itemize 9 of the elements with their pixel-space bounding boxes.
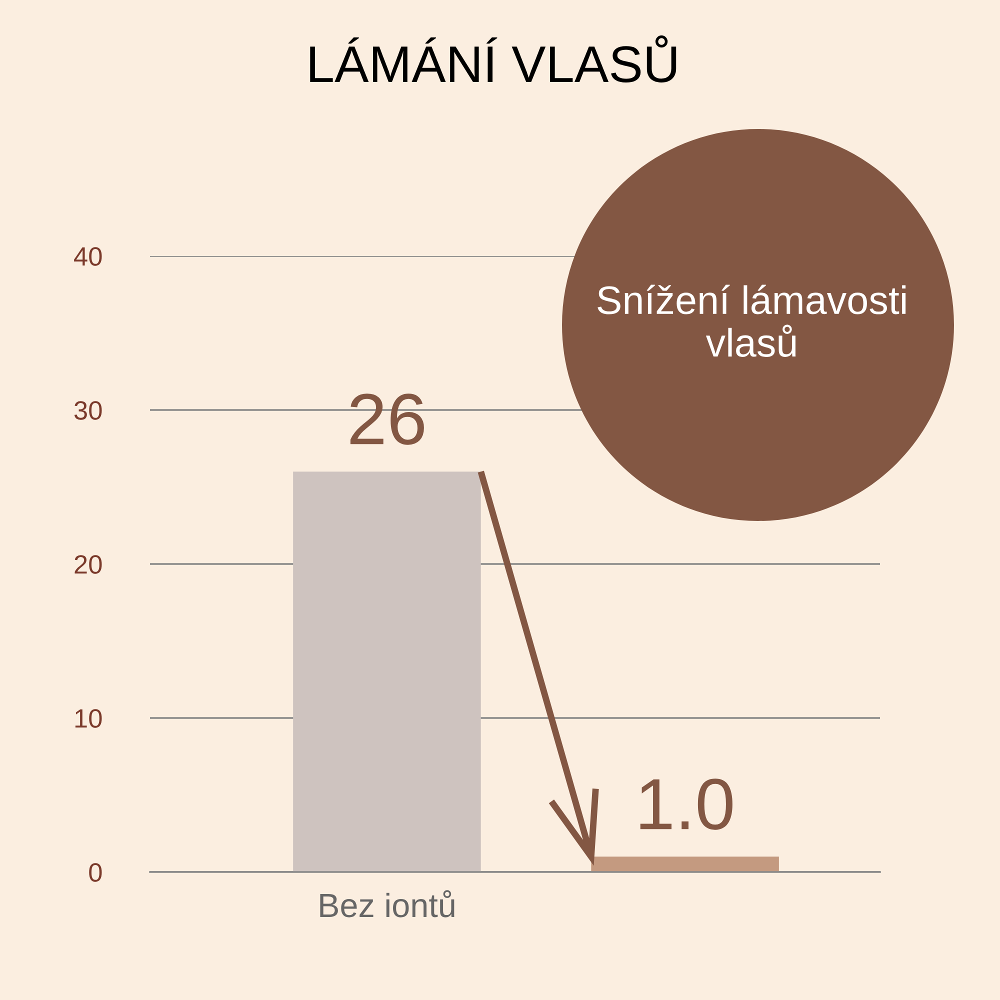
y-tick-label: 10: [75, 709, 102, 728]
y-tick-label: 0: [89, 863, 102, 882]
data-label: 1.0: [640, 778, 732, 830]
y-tick-label: 30: [74, 401, 102, 420]
y-tick-label: 20: [74, 555, 102, 574]
chart-title: LÁMÁNÍ VLASŮ: [310, 35, 676, 83]
y-tick-label: 40: [74, 247, 102, 266]
annotation: Snížení lámavosti vlasů: [598, 284, 906, 357]
x-tick-label: Bez iontů: [320, 890, 454, 918]
